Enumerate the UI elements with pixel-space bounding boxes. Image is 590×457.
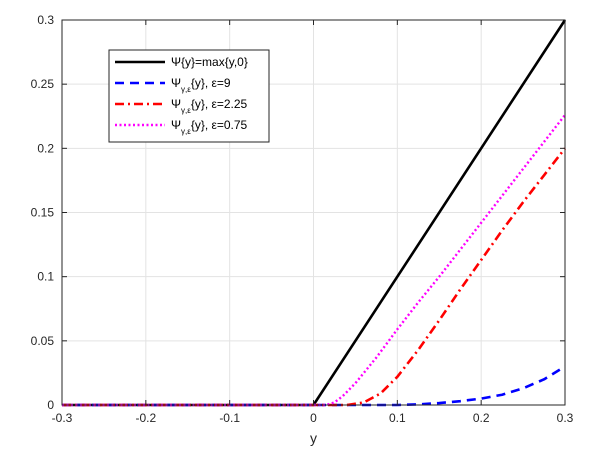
legend-label-3: Ψγ,ε{y}, ε=2.25 xyxy=(171,97,248,115)
legend-label-1: Ψ{y}=max{y,0} xyxy=(171,55,248,69)
y-tick-label: 0.1 xyxy=(37,270,54,284)
x-tick-label: -0.2 xyxy=(135,411,156,425)
series-line-4 xyxy=(62,114,566,407)
ticks-group: -0.3 -0.2 -0.1 0 0.1 0.2 0.3 0 0.05 0.1 0.15 0.2 0.2… xyxy=(31,13,574,425)
y-tick-label: 0 xyxy=(47,398,54,412)
x-tick-label: -0.1 xyxy=(219,411,240,425)
x-axis-label: y xyxy=(310,430,317,446)
y-tick-label: 0.15 xyxy=(31,206,55,220)
x-tick-label: -0.3 xyxy=(52,411,73,425)
legend-box xyxy=(108,49,270,143)
x-tick-label: 0.2 xyxy=(473,411,490,425)
legend-label-2: Ψγ,ε{y}, ε=9 xyxy=(171,76,231,94)
y-tick-label: 0.25 xyxy=(31,77,55,91)
legend: Ψ{y}=max{y,0} Ψγ,ε{y}, ε=9 Ψγ,ε{y}, ε=2.25… xyxy=(108,49,270,143)
series-line-3 xyxy=(62,147,567,407)
y-tick-label: 0.2 xyxy=(37,141,54,155)
y-tick-label: 0.3 xyxy=(37,13,54,27)
x-tick-label: 0 xyxy=(310,411,317,425)
x-tick-label: 0.1 xyxy=(389,411,406,425)
y-tick-label: 0.05 xyxy=(31,334,55,348)
x-tick-label: 0.3 xyxy=(557,411,574,425)
legend-label-4: Ψγ,ε{y}, ε=0.75 xyxy=(171,118,248,136)
